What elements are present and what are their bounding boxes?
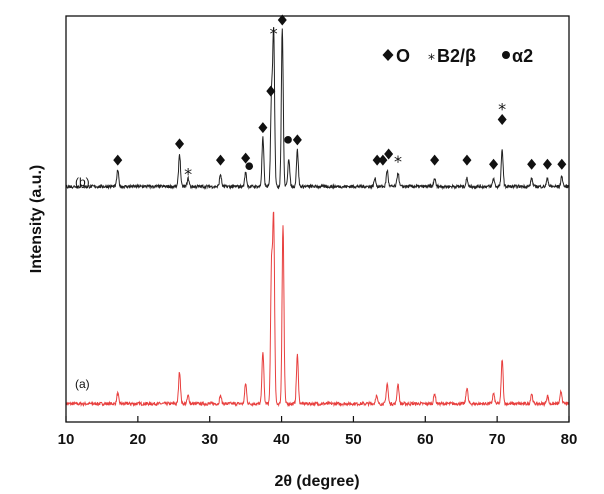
phase-o-diamond-marker: [489, 158, 499, 170]
plot-frame: [65, 15, 570, 423]
trace-label-a: (a): [75, 377, 90, 391]
trace-a-line: [65, 211, 570, 408]
trace-layer: [65, 27, 570, 408]
phase-o-diamond-marker: [175, 138, 185, 150]
phase-b2-asterisk-marker: *: [498, 99, 506, 118]
phase-b2-asterisk-marker: *: [270, 24, 278, 43]
legend-diamond-icon: [382, 49, 394, 61]
legend-label-b2-beta: B2/β: [437, 46, 476, 66]
x-axis-ticks: 10 20 30 40 50 60 70 80: [58, 416, 578, 448]
legend-circle-icon: [502, 51, 510, 59]
phase-o-diamond-marker: [378, 154, 388, 166]
x-tick-label: 70: [489, 431, 506, 448]
legend-label-alpha2: α2: [512, 46, 533, 66]
phase-b2-asterisk-marker: *: [394, 152, 402, 171]
legend-label-o: O: [396, 46, 410, 66]
phase-o-diamond-marker: [384, 148, 394, 160]
phase-o-diamond-marker: [497, 114, 507, 126]
x-axis-title: 2θ (degree): [274, 473, 359, 490]
phase-o-diamond-marker: [258, 122, 268, 134]
phase-o-diamond-marker: [292, 134, 302, 146]
phase-o-diamond-marker: [462, 154, 472, 166]
x-tick-label: 30: [201, 431, 218, 448]
x-tick-label: 80: [561, 431, 578, 448]
phase-o-diamond-marker: [277, 14, 287, 26]
phase-o-diamond-marker: [215, 154, 225, 166]
x-tick-label: 50: [345, 431, 362, 448]
phase-o-diamond-marker: [372, 154, 382, 166]
legend: O * B2/β α2: [382, 46, 533, 68]
phase-o-diamond-marker: [113, 154, 123, 166]
x-tick-label: 20: [130, 431, 147, 448]
legend-asterisk-icon: *: [428, 52, 435, 68]
trace-label-b: (b): [75, 175, 90, 189]
phase-alpha2-circle-marker: [245, 162, 254, 171]
phase-o-diamond-marker: [430, 154, 440, 166]
phase-o-diamond-marker: [241, 152, 251, 164]
x-tick-label: 40: [273, 431, 290, 448]
phase-alpha2-circle-marker: [284, 136, 292, 144]
phase-o-diamond-marker: [542, 158, 552, 170]
y-axis-title: Intensity (a.u.): [28, 165, 45, 273]
trace-b-line: [65, 27, 570, 191]
phase-marker-layer: * * * *: [113, 14, 567, 183]
phase-o-diamond-marker: [557, 158, 567, 170]
phase-o-diamond-marker: [266, 85, 276, 97]
x-tick-label: 60: [417, 431, 434, 448]
x-tick-label: 10: [58, 431, 75, 448]
phase-b2-asterisk-marker: *: [184, 164, 192, 183]
phase-o-diamond-marker: [527, 158, 537, 170]
